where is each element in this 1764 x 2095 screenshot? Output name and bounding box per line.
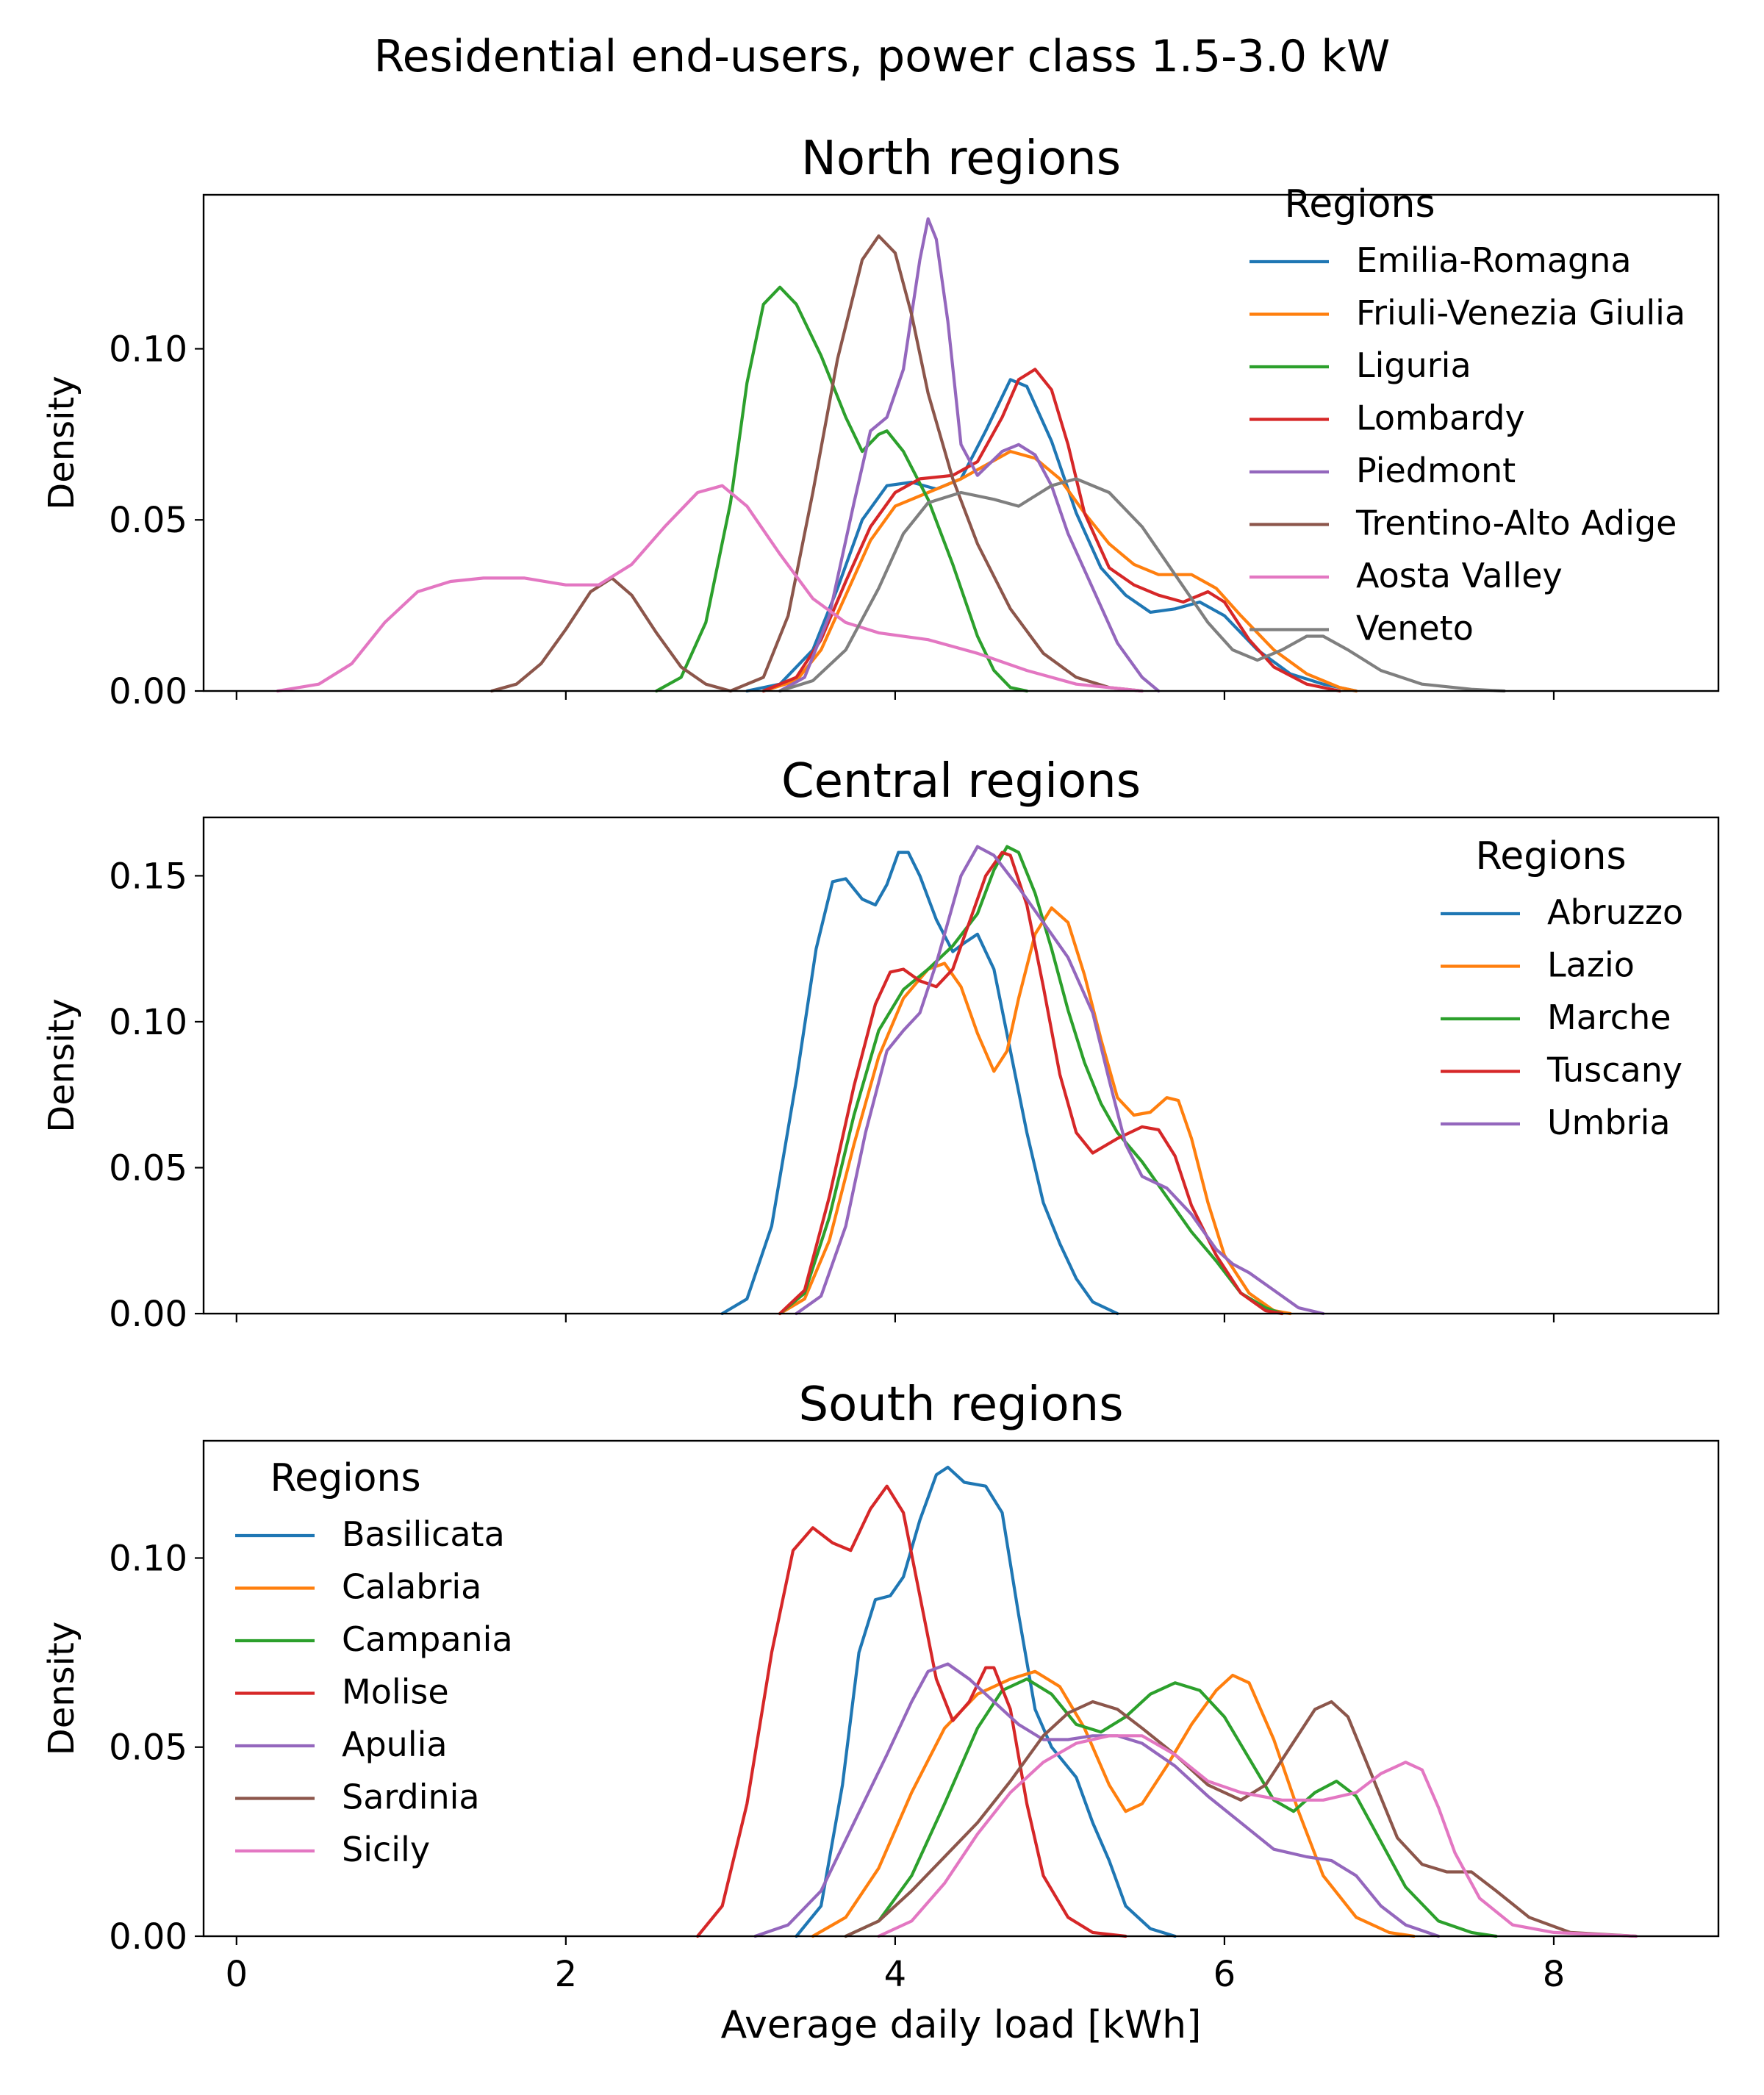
panel-1: North regions 0.00 0.05 0.10 Density Regions E… [41, 132, 1720, 712]
panel-title: North regions [801, 132, 1121, 186]
series-group [720, 845, 1325, 1316]
legend-item-label: Aosta Valley [1356, 556, 1563, 595]
panel-title: South regions [798, 1378, 1123, 1432]
panel-title: Central regions [781, 754, 1141, 809]
suptitle: Residential end-users, power class 1.5-3… [374, 31, 1391, 82]
axes-frame [202, 816, 1720, 1315]
panel-3: South regions 0 2 4 6 8 0.00 0.05 0.10 Density Ave… [41, 1378, 1720, 2047]
x-tick-label: 8 [1543, 1954, 1566, 1995]
x-tick-label: 6 [1213, 1954, 1236, 1995]
series-line-liguria [655, 285, 1029, 693]
x-tick-label: 4 [884, 1954, 907, 1995]
legend-item-label: Apulia [342, 1725, 448, 1764]
legend-item-label: Friuli-Venezia Giulia [1356, 293, 1685, 333]
series-line-veneto [778, 477, 1506, 693]
y-tick-label: 0.00 [109, 1294, 187, 1335]
series-line-marche [778, 845, 1284, 1316]
series-line-apulia [753, 1662, 1441, 1938]
y-tick-label: 0.00 [109, 671, 187, 712]
y-tick-label: 0.15 [109, 856, 187, 897]
legend-item-label: Basilicata [342, 1514, 505, 1554]
axes-frame [202, 193, 1720, 692]
y-tick-label: 0.10 [109, 329, 187, 370]
series-line-emilia-romagna [745, 378, 1358, 693]
series-line-trentino-alto-adige [490, 234, 1144, 693]
series-line-friuli-venezia-giulia [761, 450, 1358, 693]
legend-item-label: Piedmont [1356, 451, 1516, 490]
x-tick-label: 0 [226, 1954, 248, 1995]
legend-item-label: Veneto [1356, 609, 1474, 648]
legend-title: Regions [270, 1456, 420, 1500]
series-line-lombardy [761, 368, 1341, 693]
legend: Regions Basilicata Calabria Campania Molise A… [235, 1456, 513, 1869]
legend-item-label: Molise [342, 1672, 449, 1712]
legend-item-label: Emilia-Romagna [1356, 240, 1632, 280]
y-tick-label: 0.00 [109, 1916, 187, 1958]
legend-item-label: Sicily [342, 1830, 430, 1869]
series-group [276, 217, 1506, 693]
y-axis-label: Density [41, 376, 82, 509]
panel-2: Central regions 0.00 0.05 0.10 0.15 Density Re… [41, 754, 1720, 1335]
series-line-campania [844, 1677, 1498, 1938]
legend-title: Regions [1284, 182, 1435, 226]
legend-item-label: Calabria [342, 1567, 481, 1607]
legend-item-label: Liguria [1356, 345, 1471, 385]
series-line-abruzzo [720, 850, 1119, 1316]
series-line-aosta-valley [276, 484, 1144, 693]
series-line-calabria [811, 1669, 1416, 1938]
legend-item-label: Sardinia [342, 1777, 480, 1817]
legend: Regions Abruzzo Lazio Marche Tuscany Umbria [1441, 834, 1683, 1142]
series-line-sardinia [844, 1700, 1638, 1938]
legend-item-label: Tuscany [1546, 1050, 1682, 1090]
series-line-molise [696, 1484, 1127, 1938]
y-tick-label: 0.05 [109, 1147, 187, 1189]
y-axis-label: Density [41, 998, 82, 1132]
y-axis-label: Density [41, 1622, 82, 1755]
series-line-piedmont [778, 217, 1161, 693]
axes-frame [202, 1439, 1720, 1938]
x-axis-label: Average daily load [kWh] [721, 2003, 1202, 2047]
legend-title: Regions [1475, 834, 1626, 878]
series-line-umbria [795, 845, 1325, 1316]
legend: Regions Emilia-Romagna Friuli-Venezia Giul… [1250, 182, 1685, 648]
y-tick-label: 0.05 [109, 500, 187, 541]
y-tick-label: 0.10 [109, 1002, 187, 1043]
series-line-basilicata [795, 1465, 1177, 1938]
legend-item-label: Trentino-Alto Adige [1355, 504, 1677, 543]
legend-item-label: Lazio [1547, 945, 1635, 985]
legend-item-label: Campania [342, 1619, 513, 1659]
legend-item-label: Marche [1547, 998, 1671, 1037]
x-tick-label: 2 [555, 1954, 578, 1995]
legend-item-label: Lombardy [1356, 398, 1525, 438]
series-group [696, 1465, 1638, 1938]
y-tick-label: 0.10 [109, 1538, 187, 1579]
legend-item-label: Umbria [1547, 1103, 1671, 1142]
series-line-tuscany [778, 850, 1284, 1316]
series-line-lazio [778, 906, 1292, 1316]
series-line-sicily [877, 1734, 1638, 1938]
legend-item-label: Abruzzo [1547, 892, 1683, 932]
y-tick-label: 0.05 [109, 1727, 187, 1769]
